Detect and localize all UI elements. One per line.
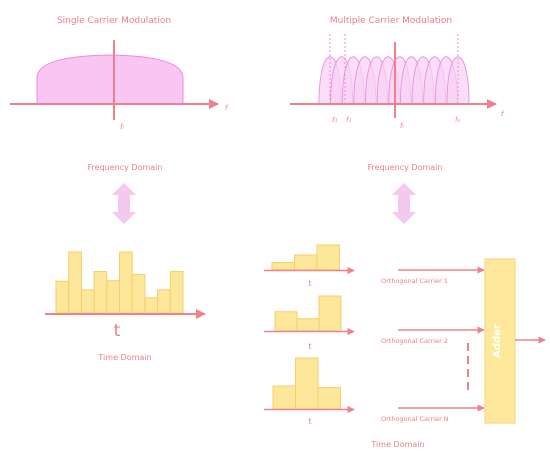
carrier-time-bar [296,318,320,332]
time-bar [157,289,171,314]
time-bar [80,289,95,314]
time-bar [119,251,133,314]
carrier-label-1: Orthogonal Carrier 1 [381,277,448,285]
carrier-label-2: Orthogonal Carrier 2 [381,337,448,345]
carrier-time-t-label: t [308,417,311,426]
single-carrier-title: Single Carrier Modulation [57,16,171,26]
single-t-label: t [114,321,121,341]
multi-carrier-panel: Multiple Carrier Modulation f f₁ f₁ fₗ f… [290,16,505,130]
multi-frequency-domain-label: Frequency Domain [368,163,443,172]
time-bar [131,274,146,314]
carrier-time-bar [272,385,296,410]
single-frequency-domain-label: Frequency Domain [88,163,163,172]
single-carrier-panel: Single Carrier Modulation f fₗ [10,16,229,131]
carrier-lobe [446,56,470,105]
time-bar [106,280,121,314]
adder-block [484,258,516,424]
carrier-time-bar [318,295,342,332]
single-time-domain-label: Time Domain [97,353,151,362]
multi-tick-label-1: f₁ [332,116,337,124]
adder-label: Adder [492,324,503,358]
multi-tick-label-2: f₁ [346,116,351,124]
carrier-time-bar [317,387,341,410]
single-carrier-spectrum [36,54,184,105]
time-bar [93,271,108,314]
single-time-panel: t Time Domain [45,251,206,362]
carrier-time-t-label: t [308,279,311,288]
multi-carrier-title: Multiple Carrier Modulation [330,16,452,26]
single-double-arrow [112,183,136,224]
single-fc-label: fₗ [120,123,124,131]
multi-time-domain-label: Time Domain [370,440,424,449]
single-time-bars [55,251,184,314]
carrier-time-bar [295,357,319,410]
multi-f-axis-label: f [501,110,505,118]
multi-tick-label-3: fₗ [400,122,404,130]
time-bar [144,297,159,314]
multi-double-arrow [392,183,416,224]
carrier-time-bar [294,254,318,271]
time-bar [68,251,82,314]
single-f-axis-label: f [225,104,229,112]
time-bar [169,271,184,314]
carrier-time-bar [316,244,340,271]
carrier-lobes [318,56,470,105]
time-bar [55,280,70,314]
carrier-time-t-label: t [308,342,311,351]
carrier-time-bar [274,311,298,332]
carrier-time-bar [271,262,295,271]
carrier-label-n: Orthogonal Carrier N [381,415,449,423]
multi-tick-label-4: fₙ [455,116,460,124]
multi-time-groups: t t t [264,244,355,426]
multi-time-panel: t t t Orthogonal Carrier 1 Orthogonal Carr… [264,244,546,449]
